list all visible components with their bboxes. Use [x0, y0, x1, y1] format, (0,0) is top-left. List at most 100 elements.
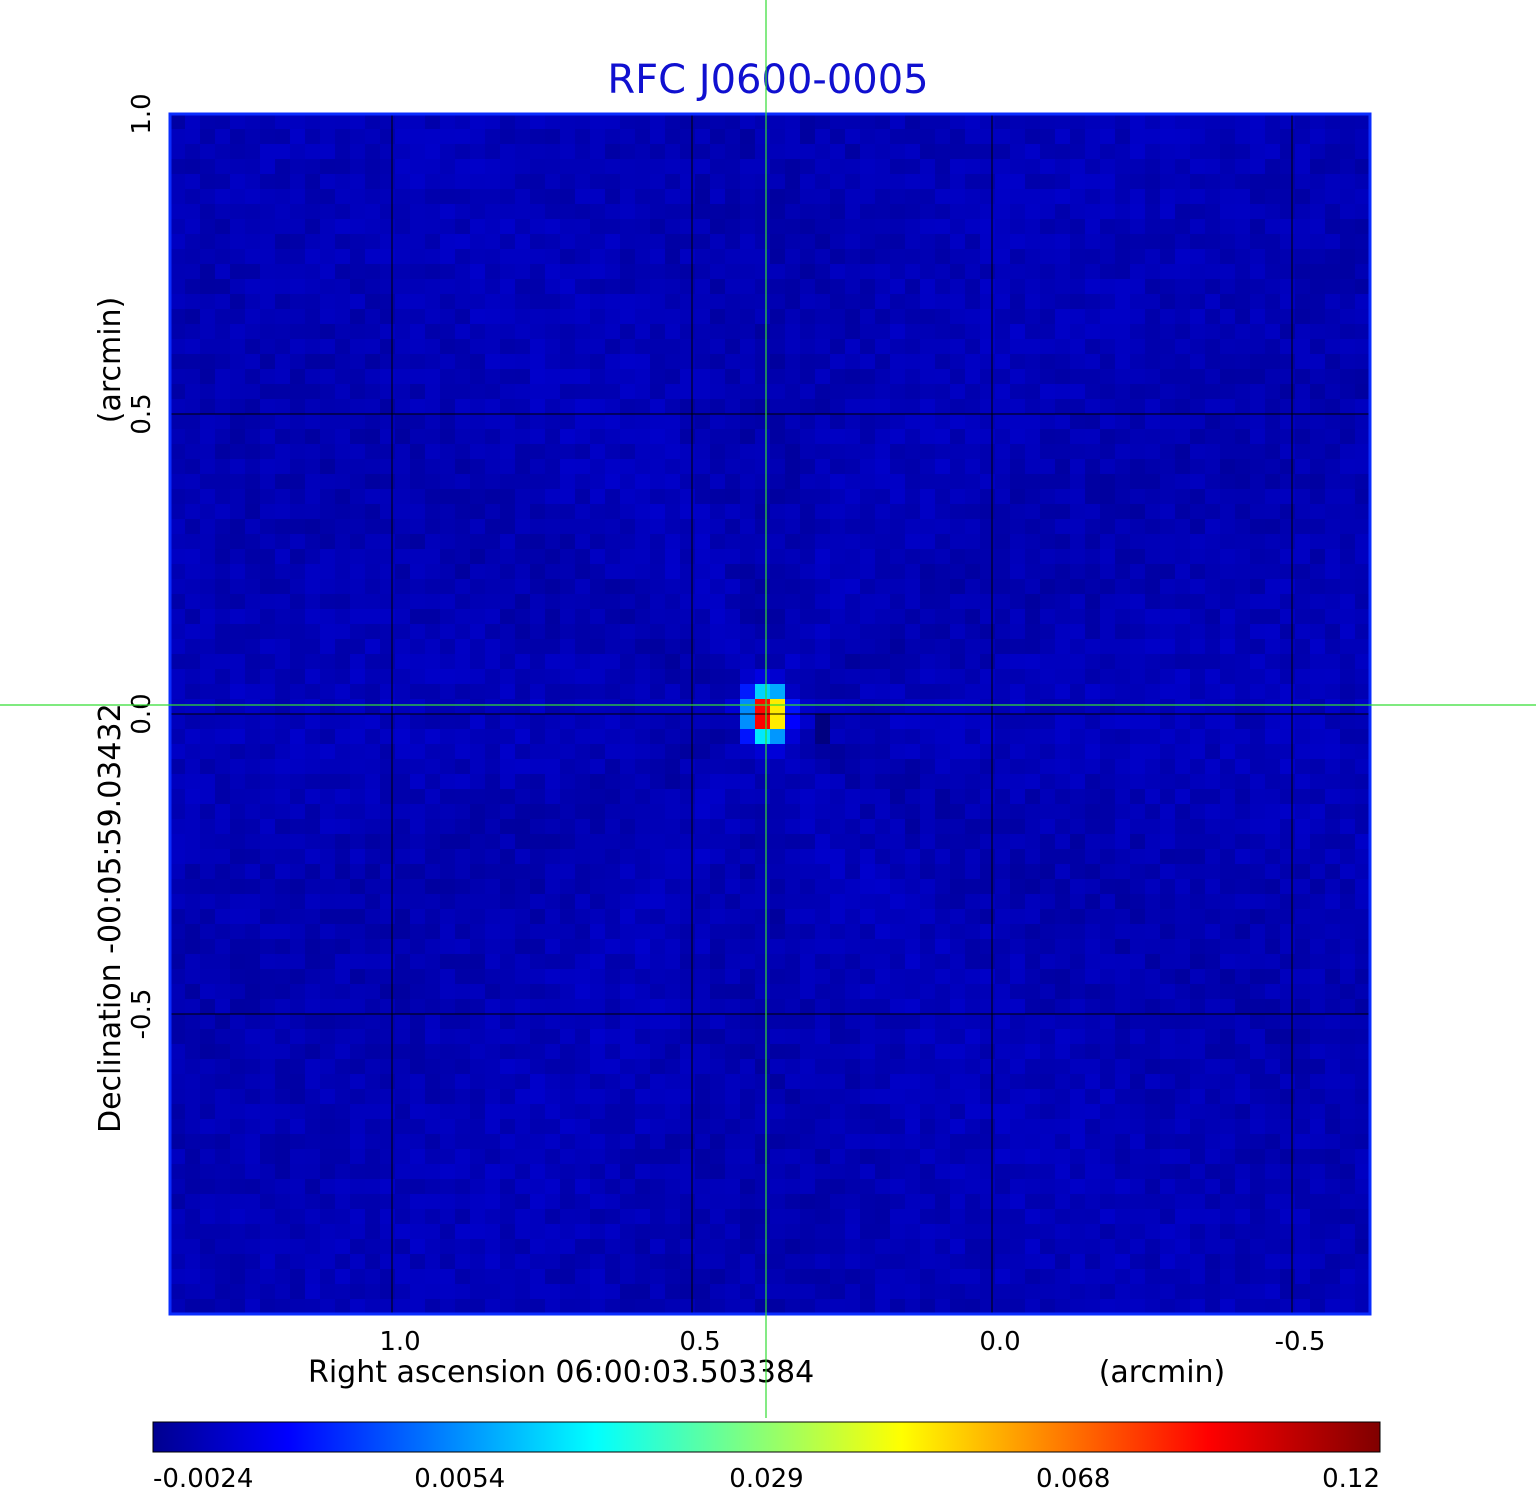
map-pixel	[260, 399, 276, 415]
map-pixel	[350, 264, 366, 280]
map-pixel	[1130, 414, 1146, 430]
map-pixel	[575, 219, 591, 235]
map-pixel	[1130, 594, 1146, 610]
map-pixel	[365, 354, 381, 370]
map-pixel	[950, 249, 966, 265]
map-pixel	[875, 804, 891, 820]
map-pixel	[695, 864, 711, 880]
map-pixel	[515, 564, 531, 580]
map-pixel	[695, 939, 711, 955]
map-pixel	[890, 969, 906, 985]
map-pixel	[185, 699, 201, 715]
map-pixel	[455, 504, 471, 520]
map-pixel	[470, 789, 486, 805]
map-pixel	[410, 339, 426, 355]
map-pixel	[575, 279, 591, 295]
map-pixel	[1130, 804, 1146, 820]
map-pixel	[1205, 729, 1221, 745]
map-pixel	[575, 114, 591, 130]
map-pixel	[275, 909, 291, 925]
map-pixel	[1235, 549, 1251, 565]
map-pixel	[1355, 639, 1371, 655]
map-pixel	[590, 774, 606, 790]
map-pixel	[950, 414, 966, 430]
map-pixel	[1010, 939, 1026, 955]
map-pixel	[905, 489, 921, 505]
map-pixel	[950, 894, 966, 910]
map-pixel	[1325, 759, 1341, 775]
map-pixel	[950, 774, 966, 790]
map-pixel	[1115, 369, 1131, 385]
map-pixel	[485, 729, 501, 745]
map-pixel	[410, 669, 426, 685]
map-pixel	[485, 759, 501, 775]
map-pixel	[1130, 969, 1146, 985]
map-pixel	[395, 789, 411, 805]
map-pixel	[275, 474, 291, 490]
map-pixel	[920, 279, 936, 295]
map-pixel	[620, 459, 636, 475]
map-pixel	[200, 969, 216, 985]
map-pixel	[605, 699, 621, 715]
map-pixel	[1295, 669, 1311, 685]
map-pixel	[275, 864, 291, 880]
map-pixel	[1130, 849, 1146, 865]
map-pixel	[170, 354, 186, 370]
map-pixel	[755, 249, 771, 265]
map-pixel	[1340, 819, 1356, 835]
map-pixel	[1205, 714, 1221, 730]
map-pixel	[395, 414, 411, 430]
map-pixel	[710, 789, 726, 805]
map-pixel	[200, 729, 216, 745]
map-pixel	[965, 369, 981, 385]
map-pixel	[890, 294, 906, 310]
map-pixel	[770, 1029, 786, 1045]
map-pixel	[1325, 204, 1341, 220]
map-pixel	[995, 924, 1011, 940]
map-pixel	[260, 729, 276, 745]
map-pixel	[290, 279, 306, 295]
map-pixel	[1145, 354, 1161, 370]
map-pixel	[605, 159, 621, 175]
map-pixel	[950, 1014, 966, 1030]
map-pixel	[920, 549, 936, 565]
map-pixel	[455, 414, 471, 430]
map-pixel	[185, 279, 201, 295]
map-pixel	[920, 234, 936, 250]
map-pixel	[410, 549, 426, 565]
map-pixel	[455, 714, 471, 730]
map-pixel	[455, 444, 471, 460]
map-pixel	[185, 564, 201, 580]
map-pixel	[350, 459, 366, 475]
map-pixel	[485, 324, 501, 340]
map-pixel	[695, 339, 711, 355]
map-pixel	[1055, 819, 1071, 835]
map-pixel	[845, 954, 861, 970]
map-pixel	[770, 954, 786, 970]
map-pixel	[605, 819, 621, 835]
map-pixel	[215, 954, 231, 970]
map-pixel	[785, 564, 801, 580]
map-pixel	[1205, 654, 1221, 670]
map-pixel	[1100, 579, 1116, 595]
map-pixel	[665, 804, 681, 820]
map-pixel	[1175, 114, 1191, 130]
map-pixel	[530, 459, 546, 475]
map-pixel	[920, 939, 936, 955]
map-pixel	[1085, 489, 1101, 505]
map-pixel	[470, 909, 486, 925]
map-pixel	[440, 114, 456, 130]
map-pixel	[1115, 399, 1131, 415]
map-pixel	[560, 564, 576, 580]
map-pixel	[260, 1029, 276, 1045]
map-pixel	[1160, 114, 1176, 130]
map-pixel	[215, 129, 231, 145]
map-pixel	[1250, 339, 1266, 355]
map-pixel	[890, 459, 906, 475]
map-pixel	[1145, 549, 1161, 565]
map-pixel	[860, 849, 876, 865]
map-pixel	[1010, 459, 1026, 475]
map-pixel	[905, 459, 921, 475]
map-pixel	[920, 429, 936, 445]
map-pixel	[260, 654, 276, 670]
